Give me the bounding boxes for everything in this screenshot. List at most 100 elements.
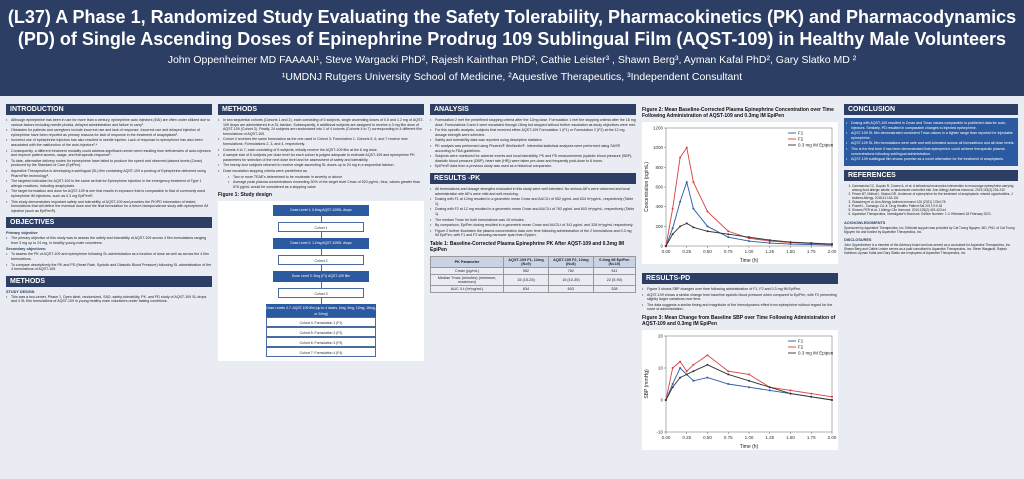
- flow-arrow: [320, 232, 322, 239]
- authors: John Oppenheimer MD FAAAAI¹, Steve Warga…: [167, 54, 857, 66]
- data-point: [706, 225, 709, 228]
- introduction-heading: INTRODUCTION: [6, 104, 212, 115]
- disclosures-text: John Oppenheimer is a member of the Advi…: [844, 242, 1011, 255]
- data-point: [748, 379, 750, 382]
- legend-entry: F1: [798, 131, 804, 136]
- data-point: [679, 360, 682, 363]
- x-tick-label: 0.75: [724, 435, 733, 440]
- data-point: [810, 392, 813, 395]
- list-item: Formulation 2 met the predefined stoppin…: [430, 118, 636, 127]
- list-item: AQST-109 shows a similar change from bas…: [642, 293, 838, 302]
- data-point: [810, 242, 813, 245]
- column-1: INTRODUCTION Although epinephrine has be…: [6, 104, 212, 474]
- data-point: [679, 366, 682, 369]
- list-item: AQST-109 sublingual film shows promise a…: [846, 157, 1016, 162]
- list-item: EpiPen® data from a previous study was u…: [430, 164, 636, 169]
- data-point: [748, 373, 750, 376]
- data-point: [679, 225, 682, 228]
- data-point: [831, 243, 833, 246]
- list-item: The twenty-four subjects returned to rec…: [218, 163, 424, 168]
- data-point: [706, 210, 709, 213]
- legend-entry: F2: [798, 344, 804, 349]
- list-item: AQST-109 SL film formulations were safe …: [846, 141, 1016, 146]
- table-header-cell: AQST-109 F2, 12mg (N=8): [547, 255, 594, 268]
- conclusion-list: Dosing with AQST-109 resulted in Cmax an…: [846, 121, 1016, 162]
- list-item: In two sequential cohorts (Cohorts 1 and…: [218, 118, 424, 136]
- data-point: [789, 389, 792, 392]
- data-point: [706, 230, 709, 233]
- data-point: [692, 181, 695, 184]
- list-item: Two or more TEAE's determined to be mode…: [228, 175, 424, 180]
- study-design-list: This was a two-center, Phase 1, Open lab…: [6, 295, 212, 304]
- list-item: Simons FER et al. J Allergy Clin Immunol…: [852, 208, 1018, 212]
- list-item: To assess the PK of AQST-109 and epineph…: [6, 252, 212, 261]
- table-cell: 22 (5-90): [592, 273, 636, 286]
- column-3: ANALYSIS Formulation 2 met the predefine…: [430, 104, 636, 474]
- acknowledgments-text: Sponsored by Aquestive Therapeutics, Inc…: [844, 225, 1015, 234]
- secondary-objectives-list: To assess the PK of AQST-109 and epineph…: [6, 252, 212, 271]
- list-item: AQST-109 SL film demonstrated consistent…: [846, 131, 1016, 140]
- y-tick-label: 200: [655, 224, 663, 229]
- methods-left-heading: METHODS: [6, 275, 212, 287]
- analysis-list: Formulation 2 met the predefined stoppin…: [430, 118, 636, 169]
- flow-cohort-7: Cohort 7: Formulation 4 (F4): [266, 347, 376, 358]
- data-point: [692, 363, 695, 366]
- list-item: Cohorts 4 to 7, each consisting of 6 sub…: [218, 148, 424, 153]
- x-axis-label: Time (h): [740, 258, 759, 264]
- list-item: Aquestive Therapeutics is developing a s…: [6, 169, 212, 178]
- list-item: Safety and tolerability data was reporte…: [430, 138, 636, 143]
- y-tick-label: 0: [660, 244, 663, 249]
- list-item: The primary objective of this study was …: [6, 236, 212, 245]
- list-item: PK analysis was performed using Phoenix®…: [430, 144, 636, 153]
- list-item: This was a two-center, Phase 1, Open lab…: [6, 295, 212, 304]
- data-point: [727, 382, 730, 385]
- data-point: [768, 242, 771, 245]
- list-item: Figure 2 further illustrates the plasma …: [430, 229, 636, 238]
- primary-objective-label: Primary objective: [6, 231, 38, 236]
- data-point: [768, 239, 771, 242]
- data-point: [679, 156, 682, 159]
- table-cell: Cmax (pg/mL): [430, 266, 505, 275]
- y-axis-label: Concentration (pg/mL): [644, 162, 650, 212]
- data-point: [692, 207, 695, 210]
- acknowledgments-heading: ACKNOWLEDGMENTS: [844, 220, 886, 225]
- list-item: Cammarota CC, Dupuis R, Cowen A, et al. …: [852, 184, 1018, 192]
- y-axis-label: SBP (mmHg): [644, 369, 650, 399]
- flow-cohort-5: Cohort 5: Formulation 2 (F2): [266, 327, 376, 338]
- y-tick-label: 1000: [653, 145, 664, 150]
- series-line-0-3-mg-im-epipen: [665, 364, 833, 401]
- data-point: [727, 236, 730, 239]
- data-point: [810, 395, 813, 398]
- list-item: Dosing with AQST-109 resulted in Cmax an…: [846, 121, 1016, 130]
- table-cell: 328: [592, 284, 636, 293]
- flow-cohort-6: Cohort 6: Formulation 3 (F3): [266, 337, 376, 348]
- y-tick-label: 10: [658, 365, 664, 370]
- data-point: [727, 370, 730, 373]
- analysis-heading: ANALYSIS: [430, 104, 636, 115]
- data-point: [671, 386, 674, 389]
- results-pd-heading: RESULTS-PD: [642, 273, 838, 284]
- data-point: [671, 382, 674, 385]
- x-tick-label: 0.50: [703, 435, 712, 440]
- x-tick-label: 1.50: [786, 435, 795, 440]
- flow-dose-levels-4-7: Dose Levels 4-7: AQST-109 film (up to 4 …: [266, 304, 376, 318]
- x-tick-label: 0.00: [662, 435, 671, 440]
- flow-arrow: [320, 298, 322, 305]
- legend-entry: F2: [798, 137, 804, 142]
- flow-arrow: [320, 282, 322, 289]
- flow-arrow: [320, 216, 322, 223]
- methods-heading: METHODS: [218, 104, 424, 115]
- data-point: [692, 370, 695, 373]
- references-list: Cammarota CC, Dupuis R, Cowen A, et al. …: [844, 184, 1018, 217]
- series-line-f2: [665, 354, 833, 401]
- flow-cohort-2: Cohort 2: [278, 255, 364, 266]
- list-item: For this specific analysis, subjects tha…: [430, 128, 636, 137]
- results-pd-list: Figure 3 shows SBP changes over time fol…: [642, 287, 838, 312]
- references-heading: REFERENCES: [844, 169, 1018, 181]
- data-point: [671, 207, 674, 210]
- secondary-objectives-label: Secondary objectives:: [6, 247, 47, 252]
- data-point: [789, 392, 792, 395]
- x-tick-label: 2.00: [828, 249, 837, 254]
- legend-entry: 0.3 mg IM Epipen: [798, 350, 834, 355]
